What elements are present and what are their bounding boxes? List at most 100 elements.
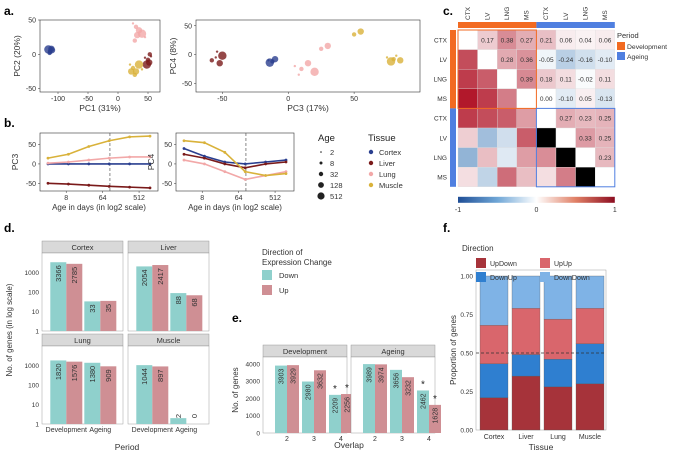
f-bar-upup	[575, 308, 605, 344]
a2-point-lung	[297, 73, 300, 76]
heatmap-value: 0.21	[540, 37, 553, 44]
e-ytick-label: 4000	[246, 361, 261, 368]
bar-value-d: 1820	[54, 363, 63, 380]
legend-tissue-label: Cortex	[379, 148, 401, 157]
b2-point-liver	[203, 156, 206, 160]
heatmap-cell	[497, 127, 517, 148]
b1-xtick-label: 8	[64, 195, 68, 202]
d-ytick-label: 1000	[25, 270, 40, 277]
d-xtick-label: Ageing	[89, 427, 111, 434]
f-bar-upup	[543, 318, 573, 360]
b2-point-muscle	[284, 172, 288, 176]
heatmap-cell	[575, 167, 596, 187]
b1-line-liver	[47, 182, 151, 189]
a2-ytick-label: -50	[182, 81, 192, 88]
heatmap-col-label: LV	[484, 12, 491, 20]
heatmap-col-label: LNG	[504, 7, 511, 20]
heatmap-row-label: CTX	[434, 37, 448, 44]
b1-ytick-label: 0	[32, 161, 36, 168]
bar-value-e: 1628	[433, 408, 440, 424]
legend-tissue-marker	[368, 149, 374, 155]
heatmap-cell	[536, 167, 557, 187]
legend-tissue-marker	[368, 171, 374, 177]
heatmap-cell	[477, 49, 498, 70]
heatmap-cell	[497, 167, 517, 187]
d-ytick-label: 100	[28, 290, 39, 297]
f-ytick-label: 0.25	[460, 389, 473, 396]
f-bar-downup	[511, 354, 541, 377]
f-bar-updown	[575, 383, 605, 431]
bar-value-d: 88	[174, 296, 183, 304]
legend-age-title: Age	[318, 133, 335, 144]
bar-down-e	[275, 365, 287, 433]
facet-label-e: Ageing	[381, 347, 404, 356]
heatmap-value: -0.13	[598, 96, 613, 103]
a1-point-muscle	[128, 63, 132, 66]
heatmap-value: 0.27	[520, 37, 533, 44]
colorbar-tick-label: -1	[455, 207, 461, 214]
b2-ylabel: PC4	[146, 153, 156, 170]
a1-xtick-label: -50	[83, 96, 93, 103]
legend-age-marker	[318, 171, 324, 177]
b2-xtick-label: 64	[235, 195, 243, 202]
bar-value-d: 35	[104, 304, 113, 312]
b1-point-muscle	[107, 139, 111, 143]
heatmap-cell	[536, 108, 557, 129]
heatmap-row-label: CTX	[434, 116, 448, 123]
a2-point-lung	[310, 67, 319, 77]
a2-point-cortex	[265, 58, 274, 67]
b2-line-liver	[183, 153, 287, 169]
a1-point-muscle	[132, 72, 137, 78]
facet-label-d: Lung	[74, 336, 91, 345]
a1-ytick-label: 0	[32, 52, 36, 59]
bar-value-e: 3232	[406, 380, 413, 396]
f-bar-upup	[511, 308, 541, 355]
bar-up-d	[100, 366, 117, 424]
bar-value-e: 3903	[279, 368, 286, 384]
f-legend-key	[540, 258, 550, 268]
a2-point-muscle	[395, 54, 398, 57]
heatmap-legend-key	[617, 52, 625, 60]
heatmap-side-age-bar	[450, 108, 456, 187]
d-legend-label: Down	[279, 271, 298, 280]
f-legend-label: DownDown	[554, 275, 590, 282]
heatmap-col-label: MS	[524, 10, 531, 20]
bar-up-e	[429, 404, 441, 433]
f-bar-downup	[479, 363, 509, 398]
f-legend-title: Direction	[462, 244, 494, 253]
bar-up-d	[100, 300, 117, 331]
b1-point-cortex	[87, 162, 91, 166]
bar-down-d	[84, 362, 101, 424]
bar-up-d	[152, 265, 169, 331]
bar-value-d: 33	[88, 304, 97, 312]
bar-down-e	[302, 381, 314, 433]
b2-ytick-label: -50	[162, 181, 172, 188]
e-xtick-label: 2	[285, 436, 289, 443]
heatmap-value: 0.23	[599, 155, 612, 162]
heatmap-cell	[457, 167, 478, 187]
a2-ytick-label: 50	[184, 23, 192, 30]
heatmap-age-box	[535, 107, 616, 188]
b1-ytick-label: -50	[26, 181, 36, 188]
a2-point-liver	[216, 60, 223, 67]
facet-label-d: Muscle	[157, 336, 181, 345]
e-ytick-label: 1000	[246, 413, 261, 420]
heatmap-value: -0.24	[558, 57, 573, 64]
heatmap-cell	[477, 88, 498, 109]
b2-point-muscle	[243, 170, 247, 174]
a1-xtick-label: 50	[144, 96, 152, 103]
heatmap-cell	[497, 69, 517, 89]
b2-point-cortex	[264, 160, 267, 164]
b2-xtick-label: 8	[200, 195, 204, 202]
b1-point-cortex	[67, 162, 70, 166]
bar-value-d: 1380	[88, 366, 97, 383]
heatmap-col-label: LNG	[582, 7, 589, 20]
bar-up-e	[287, 365, 299, 433]
f-bar-updown	[543, 386, 573, 431]
d-legend-title-1: Direction of	[262, 248, 303, 257]
f-ytick-label: 1.00	[460, 274, 473, 281]
heatmap-cell	[457, 69, 478, 89]
f-bar-downup	[543, 359, 573, 388]
a2-point-lung	[299, 66, 304, 72]
bar-value-d: 2785	[70, 267, 79, 284]
